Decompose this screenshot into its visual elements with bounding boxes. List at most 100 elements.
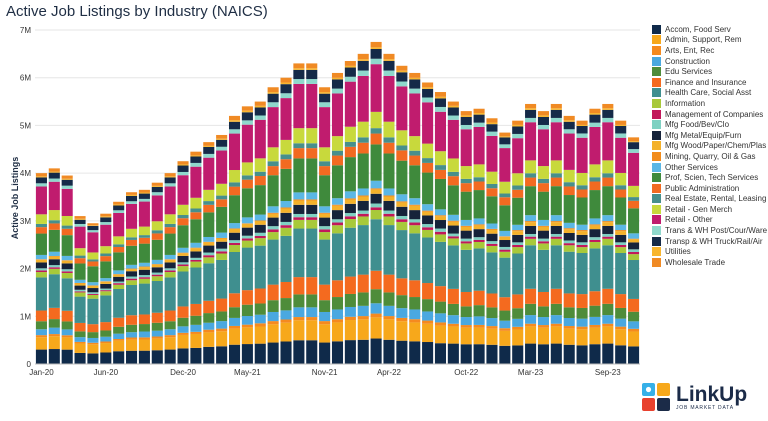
- bar-segment: [409, 150, 421, 156]
- bar-segment: [331, 88, 344, 94]
- bar-segment: [126, 350, 138, 364]
- legend-label: Transp & WH Truck/Rail/Air: [665, 236, 763, 246]
- bar-segment: [254, 221, 266, 225]
- legend-item: Retail - Gen Merch: [652, 204, 768, 215]
- bar-segment: [537, 327, 549, 345]
- legend-swatch: [652, 257, 661, 267]
- bar-segment: [164, 321, 176, 330]
- bar-segment: [151, 185, 163, 187]
- bar-segment: [177, 332, 189, 335]
- bar-segment: [203, 329, 215, 333]
- legend-item: Mfg Wood/Paper/Chem/Plas: [652, 141, 768, 152]
- bar-segment: [344, 67, 356, 77]
- bar-segment: [177, 215, 189, 219]
- x-tick-label: Sep-23: [595, 368, 621, 377]
- bar-segment: [563, 120, 575, 122]
- bar-segment: [190, 261, 202, 268]
- bar-segment: [512, 224, 524, 231]
- bar-segment: [447, 107, 459, 116]
- bar-segment: [460, 238, 472, 242]
- bar-segment: [615, 247, 627, 253]
- bar-segment: [447, 233, 459, 237]
- bar-segment: [293, 307, 305, 318]
- bar-segment: [422, 143, 434, 159]
- bar-segment: [370, 48, 382, 59]
- bar-segment: [35, 173, 47, 177]
- bar-segment: [409, 341, 421, 364]
- bar-segment: [164, 176, 176, 178]
- bar-segment: [190, 347, 202, 364]
- bar-segment: [113, 204, 125, 206]
- bar-segment: [216, 253, 228, 260]
- bar-segment: [602, 221, 614, 223]
- bar-segment: [48, 178, 60, 182]
- bar-segment: [177, 266, 189, 272]
- legend-item: Public Administration: [652, 183, 768, 194]
- bar-segment: [87, 293, 99, 295]
- bar-segment: [602, 122, 614, 161]
- bar-segment: [254, 232, 266, 236]
- bar-segment: [138, 277, 150, 279]
- bar-segment: [409, 297, 421, 310]
- bar-segment: [126, 192, 138, 195]
- bar-segment: [615, 253, 627, 295]
- bar-segment: [383, 121, 395, 138]
- bar-segment: [576, 318, 588, 327]
- bar-segment: [615, 189, 627, 198]
- bar-segment: [396, 160, 408, 195]
- bar-segment: [48, 259, 60, 266]
- bar-segment: [525, 122, 537, 161]
- bar-segment: [306, 277, 318, 295]
- y-tick-label: 2M: [20, 265, 31, 274]
- bar-segment: [306, 143, 318, 149]
- bar-segment: [87, 285, 99, 289]
- bar-segment: [138, 337, 150, 340]
- bar-segment: [576, 197, 588, 225]
- bar-segment: [460, 291, 472, 307]
- bar-segment: [216, 328, 228, 332]
- bar-segment: [396, 201, 408, 203]
- bar-segment: [177, 164, 189, 166]
- bar-segment: [113, 340, 125, 352]
- bar-segment: [434, 228, 447, 232]
- bar-segment: [460, 178, 472, 184]
- bar-segment: [61, 272, 73, 279]
- bar-segment: [370, 219, 382, 271]
- bar-segment: [357, 213, 369, 217]
- bar-segment: [228, 245, 241, 252]
- bar-segment: [589, 122, 601, 127]
- bar-segment: [370, 338, 382, 364]
- bar-segment: [48, 256, 60, 260]
- bar-segment: [87, 282, 99, 286]
- bar-segment: [537, 226, 549, 231]
- bar-segment: [563, 240, 575, 244]
- bar-segment: [306, 204, 318, 214]
- bar-segment: [306, 148, 318, 159]
- bar-segment: [512, 126, 524, 134]
- bar-segment: [241, 344, 253, 364]
- bar-segment: [615, 133, 627, 138]
- bar-segment: [113, 274, 125, 275]
- bar-segment: [486, 243, 498, 246]
- bar-segment: [216, 138, 228, 140]
- bar-segment: [344, 306, 356, 317]
- bar-segment: [473, 177, 485, 182]
- bar-segment: [254, 101, 266, 106]
- bar-segment: [203, 212, 215, 237]
- stacked-bar-chart: 0 1M 2M 3M 4M 5M 6M 7M Jan-20 Jun-20 Dec-20 May-21 N…: [10, 26, 640, 377]
- bar-segment: [409, 77, 421, 80]
- bar-segment: [460, 230, 472, 239]
- bar-segment: [293, 199, 305, 201]
- bar-segment: [563, 307, 575, 319]
- bar-segment: [190, 247, 202, 249]
- bar-segment: [383, 319, 395, 340]
- bar-segment: [190, 251, 202, 258]
- bar-segment: [357, 339, 369, 364]
- bar-segment: [151, 330, 163, 337]
- bar-segment: [113, 289, 125, 318]
- bar-segment: [306, 217, 318, 220]
- legend-swatch: [652, 24, 661, 34]
- bar-segment: [74, 283, 86, 286]
- bar-segment: [525, 225, 537, 234]
- bar-segment: [190, 166, 202, 198]
